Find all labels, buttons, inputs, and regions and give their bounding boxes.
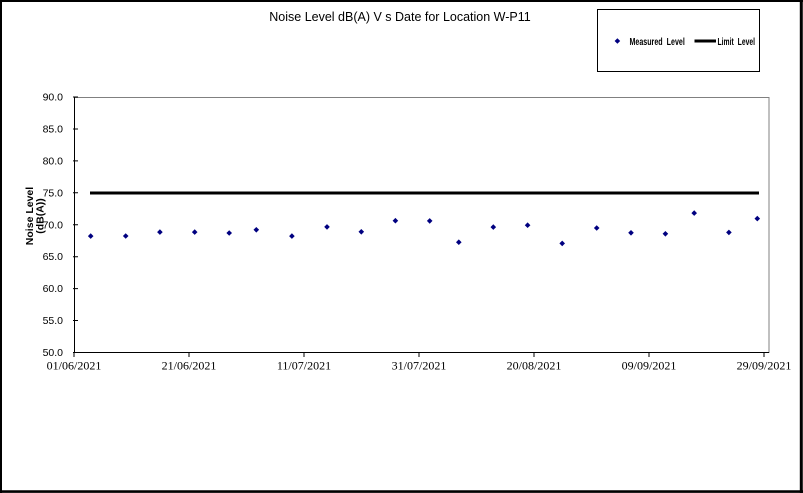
svg-text:55.0: 55.0	[43, 315, 64, 327]
svg-text:Measured Level: Measured Level	[630, 36, 685, 48]
svg-text:09/09/2021: 09/09/2021	[622, 359, 677, 373]
svg-text:29/09/2021: 29/09/2021	[737, 359, 792, 373]
svg-text:31/07/2021: 31/07/2021	[392, 359, 447, 373]
svg-text:21/06/2021: 21/06/2021	[162, 359, 217, 373]
svg-text:Limit Level: Limit Level	[718, 35, 756, 47]
svg-text:90.0: 90.0	[43, 92, 64, 104]
svg-text:Noise Level: Noise Level	[24, 187, 36, 245]
svg-text:20/08/2021: 20/08/2021	[507, 359, 562, 373]
svg-text:70.0: 70.0	[43, 219, 64, 231]
svg-text:50.0: 50.0	[43, 347, 64, 359]
svg-text:Noise Level dB(A) V s Date for: Noise Level dB(A) V s Date for Location …	[269, 10, 531, 24]
svg-text:75.0: 75.0	[43, 187, 64, 199]
svg-text:01/06/2021: 01/06/2021	[47, 359, 102, 373]
svg-text:65.0: 65.0	[43, 251, 64, 263]
svg-text:11/07/2021: 11/07/2021	[277, 359, 331, 373]
svg-text:80.0: 80.0	[43, 155, 64, 167]
svg-text:(dB(A)): (dB(A))	[35, 198, 47, 234]
svg-text:60.0: 60.0	[43, 283, 64, 295]
svg-text:85.0: 85.0	[43, 123, 64, 135]
